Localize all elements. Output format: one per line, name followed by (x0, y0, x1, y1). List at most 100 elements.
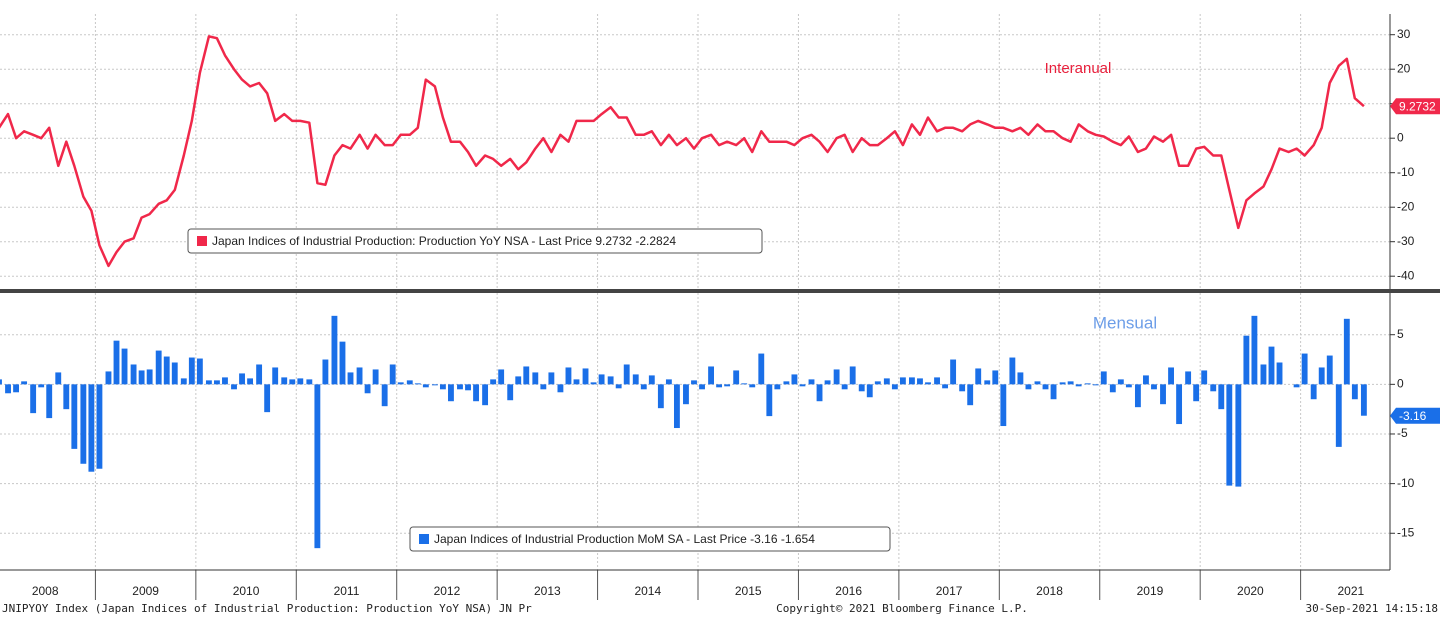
last-value-tag (1390, 98, 1440, 115)
bar (30, 384, 37, 414)
bar (214, 380, 220, 385)
footer-right: 30-Sep-2021 14:15:18 (1306, 602, 1438, 615)
annotation: Interanual (1045, 60, 1112, 77)
bar (758, 353, 765, 385)
bar (573, 379, 580, 385)
bar (364, 384, 371, 394)
bar (724, 384, 731, 387)
x-tick-label: 2009 (132, 584, 159, 598)
bar (448, 384, 454, 402)
bar (1193, 384, 1200, 402)
bar (1243, 335, 1250, 385)
x-tick-label: 2011 (334, 584, 360, 598)
bar (196, 358, 203, 385)
bar (1059, 382, 1066, 385)
bar (264, 384, 271, 413)
x-tick-label: 2015 (735, 584, 762, 598)
x-tick-label: 2008 (32, 584, 59, 598)
bar (799, 384, 806, 387)
bar (565, 367, 572, 385)
bar (231, 384, 237, 390)
bar (883, 378, 890, 385)
bar (917, 378, 923, 385)
bar (841, 384, 848, 390)
bar (1009, 357, 1016, 385)
bar (992, 370, 999, 385)
bar (673, 384, 680, 429)
bar (791, 374, 798, 385)
bar (1125, 384, 1132, 388)
y-tick-label: 0 (1397, 130, 1404, 144)
bar (824, 380, 831, 385)
bar (113, 340, 120, 385)
bar (1293, 384, 1300, 388)
bar (540, 384, 547, 390)
bar (1310, 384, 1317, 400)
y-tick-label: -10 (1397, 476, 1415, 490)
legend-swatch (419, 534, 429, 544)
bar (389, 364, 396, 385)
last-value-label: -3.16 (1399, 409, 1427, 423)
x-tick-label: 2014 (634, 584, 661, 598)
bar (96, 384, 103, 469)
x-tick-label: 2010 (233, 584, 260, 598)
bar (1185, 371, 1192, 385)
bar (339, 341, 346, 385)
bar (205, 380, 212, 385)
bar (55, 372, 62, 385)
bar (683, 384, 689, 405)
bar (272, 367, 279, 385)
x-tick-label: 2016 (835, 584, 862, 598)
bar (180, 378, 187, 385)
bar (507, 384, 514, 401)
x-tick-label: 2019 (1137, 584, 1164, 598)
bar (833, 369, 840, 385)
bar (1210, 384, 1217, 392)
bar (1360, 384, 1367, 416)
bar (1301, 353, 1308, 385)
bar (0, 379, 2, 385)
bar (171, 362, 178, 385)
bar (414, 383, 421, 385)
last-value-tag (1390, 407, 1440, 424)
bar (1226, 384, 1233, 486)
bar (146, 369, 153, 385)
bar (1351, 384, 1358, 400)
y-tick-label: 20 (1397, 61, 1411, 75)
bar (774, 384, 781, 390)
bar (155, 350, 162, 385)
bar (783, 381, 790, 385)
bar (733, 370, 740, 385)
bar (899, 377, 906, 385)
bar (163, 356, 170, 385)
bar (648, 375, 655, 385)
bar (640, 384, 647, 390)
bar (281, 377, 288, 385)
bar (942, 384, 949, 389)
bar (1100, 371, 1107, 385)
bar (105, 371, 112, 385)
bar (322, 359, 329, 385)
bar (422, 384, 429, 388)
bar (975, 368, 982, 385)
bar (80, 384, 87, 464)
bar (1251, 315, 1258, 385)
bar (121, 348, 128, 385)
bar (88, 384, 95, 472)
bar (607, 376, 614, 385)
annotation: Mensual (1093, 313, 1157, 332)
bar (1268, 346, 1275, 385)
bar (557, 384, 564, 393)
legend-label: Japan Indices of Industrial Production: … (212, 234, 676, 248)
bar (256, 364, 263, 385)
bar (406, 380, 413, 385)
bar (849, 366, 856, 385)
bar (959, 384, 966, 392)
bar (1092, 384, 1099, 386)
x-tick-label: 2013 (534, 584, 561, 598)
bar (482, 384, 489, 406)
last-value-label: 9.2732 (1399, 99, 1436, 113)
bar (130, 364, 137, 385)
bar (1201, 370, 1208, 385)
bar (1260, 364, 1267, 385)
